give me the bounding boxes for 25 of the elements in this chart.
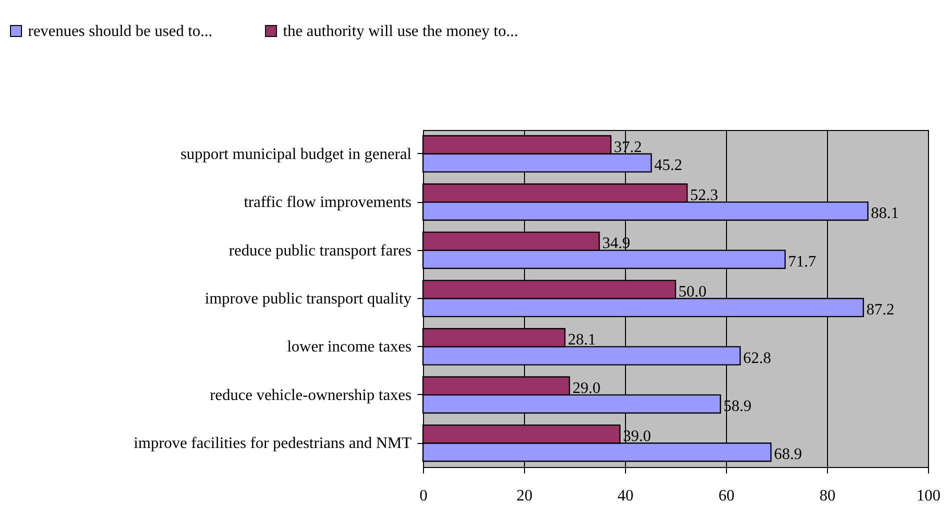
x-tick-label: 40 [618,488,634,504]
y-tick-label: reduce vehicle-ownership taxes [210,386,412,404]
data-label: 87.2 [866,302,894,319]
y-tick-label: lower income taxes [287,338,412,356]
x-tick-label: 80 [820,488,836,504]
y-tick-label: support municipal budget in general [180,146,412,163]
x-tick-label: 0 [420,488,428,504]
y-tick-label: traffic flow improvements [244,194,412,212]
data-label: 50.0 [678,283,706,300]
data-label: 28.1 [568,332,596,349]
data-label: 29.0 [572,380,600,397]
data-label: 62.8 [743,350,772,367]
y-tick-label: reduce public transport fares [228,242,412,260]
y-tick-label: improve public transport quality [204,290,412,308]
data-label: 45.2 [654,156,682,174]
legend-label: revenues should be used to... [28,23,212,40]
y-tick-label: improve facilities for pedestrians and NMT [134,435,412,452]
data-label: 88.1 [870,205,899,222]
data-label: 52.3 [690,187,718,204]
data-label: 68.9 [774,446,802,464]
x-tick-label: 100 [916,488,940,504]
legend-label: the authority will use the money to... [283,23,518,40]
x-tick-label: 20 [516,488,532,504]
data-label: 71.7 [788,253,816,270]
x-tick-label: 60 [718,488,734,504]
